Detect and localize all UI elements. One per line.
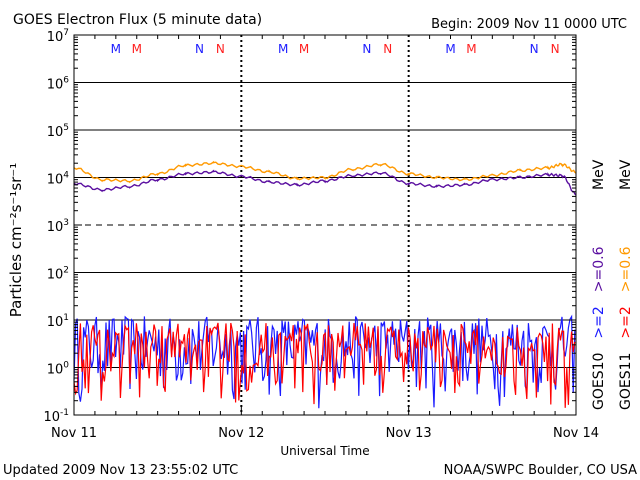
y-tick-label: 101 [47, 313, 69, 330]
legend-column: GOES11 >=2 >=0.6 [618, 246, 634, 410]
data-source: NOAA/SWPC Boulder, CO USA [444, 463, 637, 478]
legend-unit: MeV [618, 159, 634, 190]
local-time-marker: M [466, 42, 476, 56]
data-series [73, 160, 577, 409]
local-time-marker: N [551, 42, 560, 56]
local-time-marker: N [362, 42, 371, 56]
legend-entry: >=2 [591, 306, 607, 338]
legend: GOES10 >=2 >=0.6 GOES11 >=2 >=0.6 MeV MeV [591, 159, 634, 410]
local-time-marker: M [111, 42, 121, 56]
grid-lines [74, 35, 576, 415]
series-line-goes10-low-energy [73, 169, 577, 196]
plot-frame [73, 34, 577, 416]
y-tick-label: 107 [47, 28, 69, 45]
y-tick-label: 106 [47, 76, 70, 93]
x-tick-label: Nov 13 [386, 426, 432, 441]
legend-satellite: GOES10 [591, 353, 607, 410]
begin-time: Begin: 2009 Nov 11 0000 UTC [431, 17, 627, 32]
x-tick-label: Nov 14 [553, 426, 599, 441]
local-time-marker: N [530, 42, 539, 56]
y-tick-label: 104 [47, 171, 70, 188]
local-time-marker: M [132, 42, 142, 56]
updated-time: Updated 2009 Nov 13 23:55:02 UTC [3, 463, 238, 478]
local-time-marker: M [299, 42, 309, 56]
series-line-goes10-high-energy [73, 314, 576, 409]
series-line-goes11-high-energy [73, 322, 576, 408]
y-axis-ticks: 107 106 105 104 103 102 101 100 10-1 [43, 28, 576, 425]
local-time-marker: M [445, 42, 455, 56]
y-axis-label: Particles cm⁻²s⁻¹sr⁻¹ [7, 163, 25, 317]
x-axis-label: Universal Time [280, 444, 369, 458]
legend-satellite: GOES11 [618, 353, 634, 410]
local-time-marker: N [216, 42, 225, 56]
y-tick-label: 102 [47, 266, 69, 283]
y-tick-label: 10-1 [43, 408, 69, 425]
legend-unit: MeV [591, 159, 607, 190]
legend-entry: >=0.6 [618, 246, 634, 292]
y-tick-label: 103 [47, 218, 69, 235]
y-tick-label: 100 [47, 361, 70, 378]
x-axis-ticks: Nov 11 Nov 12 Nov 13 Nov 14 [51, 35, 599, 441]
local-time-marker: N [383, 42, 392, 56]
local-time-marker: M [278, 42, 288, 56]
local-time-marker: N [195, 42, 204, 56]
legend-column: GOES10 >=2 >=0.6 [591, 246, 607, 410]
x-tick-label: Nov 11 [51, 426, 97, 441]
y-tick-label: 105 [47, 123, 69, 140]
series-line-goes11-low-energy [73, 160, 577, 184]
legend-entry: >=2 [618, 306, 634, 338]
chart-title: GOES Electron Flux (5 minute data) [13, 12, 262, 28]
legend-entry: >=0.6 [591, 246, 607, 292]
x-tick-label: Nov 12 [218, 426, 264, 441]
